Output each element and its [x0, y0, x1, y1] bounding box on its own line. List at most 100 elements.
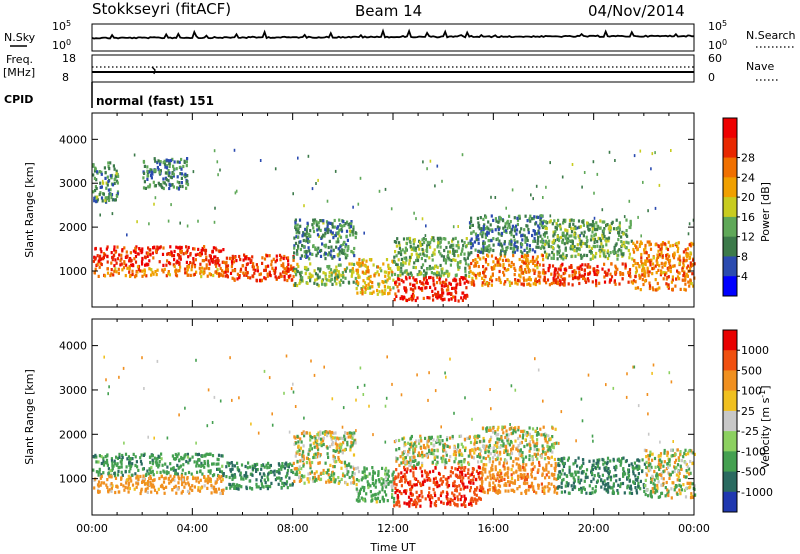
velocity-cell — [446, 502, 449, 506]
velocity-cell — [245, 476, 248, 480]
velocity-cell — [158, 463, 161, 467]
power-cell — [361, 259, 364, 263]
power-cell — [437, 238, 440, 243]
velocity-cell — [309, 438, 312, 442]
power-cell — [502, 270, 505, 275]
velocity-cell — [323, 430, 326, 435]
power-cell — [516, 222, 519, 227]
velocity-cell — [120, 457, 123, 461]
power-cell — [344, 222, 347, 226]
power-cell — [677, 246, 680, 251]
power-cell — [294, 221, 297, 225]
power-cell — [230, 265, 233, 269]
power-cell — [345, 266, 349, 270]
velocity-cell — [464, 497, 467, 501]
power-cell — [587, 263, 590, 267]
power-cell — [460, 249, 464, 253]
velocity-cell — [353, 467, 356, 471]
velocity-cell — [397, 495, 400, 499]
power-cell — [259, 272, 262, 276]
velocity-cell — [407, 449, 410, 454]
power-cell — [114, 177, 117, 181]
power-cell — [329, 268, 333, 272]
velocity-cell — [421, 455, 424, 459]
power-cell — [552, 256, 555, 260]
velocity-cell — [427, 445, 430, 449]
velocity-cell — [472, 481, 475, 485]
power-cell — [428, 256, 431, 260]
velocity-cell — [187, 470, 191, 475]
velocity-cell — [484, 467, 487, 471]
power-cell — [614, 282, 617, 286]
velocity-cell — [195, 479, 198, 483]
velocity-cell — [458, 460, 461, 464]
power-cell — [664, 261, 667, 265]
velocity-cell — [129, 467, 132, 471]
power-cell — [511, 224, 514, 228]
power-cell — [421, 288, 424, 292]
power-cell — [571, 163, 574, 166]
power-cell — [178, 269, 181, 273]
velocity-cell — [383, 484, 386, 488]
power-cell — [129, 251, 132, 255]
power-cell — [545, 252, 548, 256]
velocity-cell — [438, 438, 441, 443]
power-cell — [563, 234, 566, 238]
velocity-cell — [267, 461, 270, 465]
power-cell — [534, 250, 537, 254]
power-cell — [668, 261, 671, 265]
power-cell — [676, 269, 679, 273]
power-cell — [233, 277, 236, 281]
velocity-cell — [347, 470, 350, 474]
power-cell — [450, 258, 453, 263]
velocity-cell — [419, 434, 422, 438]
velocity-cell — [530, 475, 533, 479]
velocity-cell — [491, 456, 495, 460]
velocity-cell — [293, 442, 296, 446]
power-cell — [477, 264, 480, 269]
velocity-cell — [355, 483, 358, 487]
velocity-cell — [503, 458, 507, 462]
power-cell — [347, 280, 350, 284]
power-cell — [401, 248, 404, 252]
power-cell — [355, 279, 358, 284]
power-cell — [446, 292, 449, 296]
power-cell — [541, 221, 544, 225]
velocity-cell — [331, 442, 334, 446]
power-cell — [313, 281, 316, 285]
velocity-cell — [209, 452, 212, 456]
power-cell — [202, 259, 206, 263]
power-cell — [321, 282, 324, 286]
power-cell — [402, 260, 405, 264]
velocity-cell — [174, 484, 177, 488]
power-cell — [249, 276, 252, 280]
power-cell — [233, 148, 236, 152]
power-cell — [285, 271, 288, 275]
power-cell — [421, 263, 425, 267]
velocity-cell — [414, 500, 418, 505]
velocity-cell — [291, 482, 294, 486]
velocity-cell — [128, 470, 131, 474]
power-cell — [673, 253, 676, 257]
velocity-cell — [433, 491, 436, 495]
power-cell — [187, 245, 190, 250]
velocity-cell — [295, 441, 298, 445]
velocity-cell — [383, 490, 386, 494]
power-cell — [628, 273, 631, 277]
power-cell — [482, 225, 485, 229]
power-cell — [433, 239, 436, 243]
power-cell — [658, 286, 661, 290]
velocity-cell — [189, 487, 192, 491]
velocity-cell — [267, 478, 270, 482]
power-cell — [92, 173, 95, 177]
power-cell — [579, 242, 582, 246]
power-cell — [668, 258, 672, 262]
power-cell — [358, 264, 361, 268]
power-cell — [552, 281, 555, 285]
velocity-cell — [257, 485, 260, 489]
velocity-cell — [135, 481, 138, 485]
power-cell — [154, 168, 157, 173]
velocity-cell — [102, 459, 105, 463]
velocity-cell — [114, 476, 118, 480]
velocity-cell — [229, 469, 233, 473]
